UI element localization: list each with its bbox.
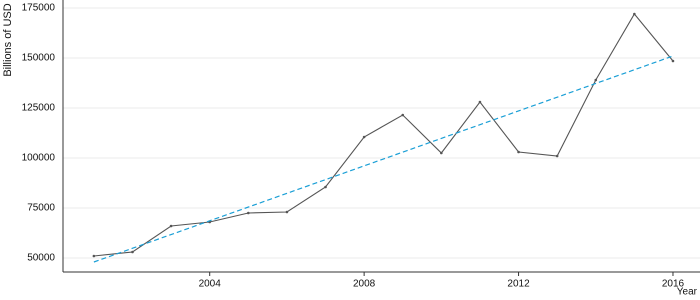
point	[92, 254, 96, 258]
x-tick-label: 2008	[353, 279, 376, 290]
data-line	[93, 13, 674, 257]
x-tick-label: 2012	[507, 279, 530, 290]
point	[131, 250, 134, 254]
x-tick-label: 2004	[199, 279, 222, 290]
point	[671, 59, 675, 63]
y-axis-label: Billions of USD	[2, 3, 14, 76]
point	[285, 210, 289, 214]
trend-line	[93, 55, 674, 263]
point	[362, 135, 366, 139]
point	[440, 151, 443, 155]
point	[401, 113, 405, 117]
y-tick-label: 125000	[22, 103, 56, 114]
point	[247, 211, 250, 215]
point	[594, 78, 598, 82]
y-tick-label: 150000	[22, 53, 56, 64]
y-tick-label: 75000	[27, 203, 55, 214]
point	[555, 154, 559, 158]
y-tick-label: 175000	[22, 3, 56, 14]
y-tick-label: 50000	[27, 253, 55, 264]
y-tick-label: 100000	[22, 153, 56, 164]
point	[633, 12, 636, 16]
x-axis-label: Year	[677, 287, 698, 298]
point	[517, 150, 520, 154]
x-tick-label: 2016	[662, 279, 685, 290]
point	[324, 185, 327, 189]
point	[169, 224, 173, 228]
point	[478, 100, 482, 104]
